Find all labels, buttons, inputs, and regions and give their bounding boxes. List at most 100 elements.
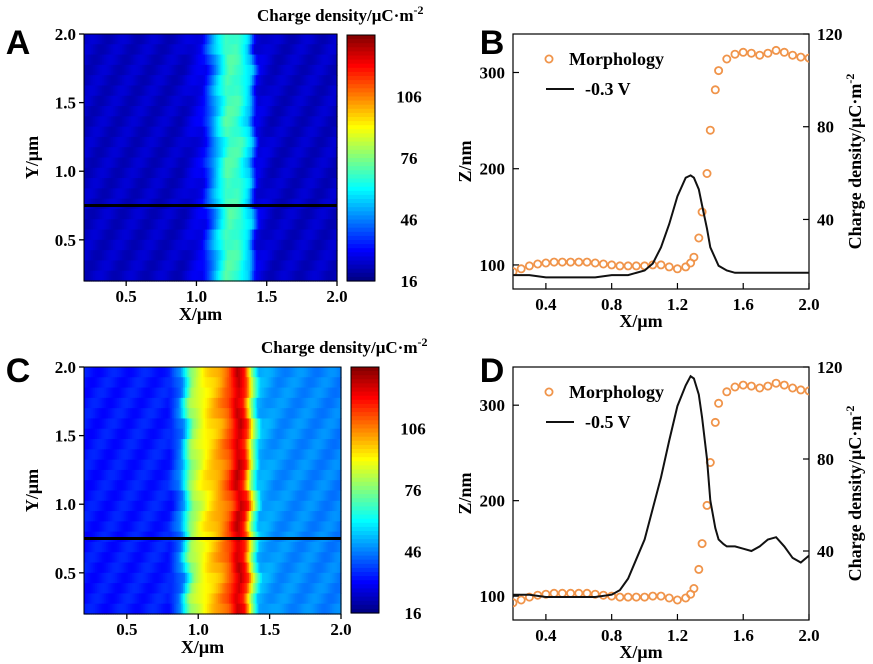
heatmap-cell xyxy=(177,270,181,282)
heatmap-cell xyxy=(159,54,163,66)
heatmap-cell xyxy=(142,439,146,450)
heatmap-cell xyxy=(257,250,260,262)
heatmap-cell xyxy=(84,157,87,169)
heatmap-cell xyxy=(324,85,327,97)
heatmap-cell xyxy=(196,75,199,87)
heatmap-cell xyxy=(331,54,334,66)
heatmap-cell xyxy=(161,260,165,272)
heatmap-cell xyxy=(100,208,103,220)
heatmap-cell xyxy=(181,408,184,420)
heatmap-cell xyxy=(333,136,336,148)
heatmap-cell xyxy=(152,178,156,189)
heatmap-cell xyxy=(221,260,224,272)
heatmap-cell xyxy=(324,439,327,450)
heatmap-cell xyxy=(196,126,199,138)
heatmap-cell xyxy=(243,397,247,409)
heatmap-cell xyxy=(166,469,170,481)
y-right-tick-label: 80 xyxy=(817,118,834,137)
heatmap-cell xyxy=(194,239,197,251)
heatmap-cell xyxy=(236,387,239,399)
heatmap-cell xyxy=(165,229,168,241)
heatmap-cell xyxy=(297,229,300,241)
heatmap-cell xyxy=(282,367,285,378)
heatmap-cell xyxy=(130,147,134,159)
heatmap-cell xyxy=(85,54,89,66)
heatmap-cell xyxy=(262,459,265,471)
heatmap-cell xyxy=(157,408,160,420)
heatmap-cell xyxy=(300,439,304,450)
heatmap-cell xyxy=(192,397,195,409)
heatmap-cell xyxy=(150,377,153,389)
heatmap-cell xyxy=(247,408,250,420)
heatmap-cell xyxy=(329,367,333,378)
heatmap-cell xyxy=(133,469,136,481)
heatmap-cell xyxy=(177,387,181,399)
heatmap-cell xyxy=(185,64,188,76)
heatmap-cell xyxy=(111,188,114,200)
heatmap-cell xyxy=(291,219,295,231)
heatmap-cell xyxy=(212,106,215,117)
heatmap-cell xyxy=(261,188,264,200)
heatmap-cell xyxy=(194,44,197,56)
heatmap-cell xyxy=(165,64,168,76)
heatmap-cell xyxy=(190,229,194,241)
heatmap-cell xyxy=(112,64,116,76)
heatmap-cell xyxy=(214,239,217,251)
heatmap-cell xyxy=(206,126,210,138)
heatmap-cell xyxy=(123,64,127,76)
heatmap-cell xyxy=(277,250,280,262)
heatmap-cell xyxy=(284,188,287,200)
heatmap-cell xyxy=(271,387,274,399)
colorbar-segment xyxy=(347,215,375,221)
heatmap-cell xyxy=(246,178,250,189)
heatmap-cell xyxy=(115,418,118,430)
heatmap-cell xyxy=(311,157,315,169)
heatmap-cell xyxy=(221,95,224,107)
heatmap-cell xyxy=(324,95,327,107)
heatmap-cell xyxy=(125,75,128,87)
heatmap-cell xyxy=(116,106,119,117)
heatmap-cell xyxy=(158,219,161,231)
heatmap-cell xyxy=(148,418,151,430)
heatmap-cell xyxy=(124,428,127,440)
heatmap-cell xyxy=(157,459,160,471)
heatmap-cell xyxy=(183,147,186,159)
heatmap-cell xyxy=(322,188,325,200)
heatmap-cell xyxy=(170,408,173,420)
heatmap-cell xyxy=(282,449,285,461)
heatmap-cell xyxy=(125,95,128,107)
heatmap-cell xyxy=(224,136,228,148)
colorbar-segment xyxy=(347,84,375,89)
heatmap-cell xyxy=(256,418,259,430)
heatmap-cell xyxy=(261,250,264,262)
heatmap-cell xyxy=(309,126,313,138)
heatmap-cell xyxy=(307,367,311,378)
heatmap-cell xyxy=(243,439,247,450)
heatmap-cell xyxy=(291,136,295,148)
heatmap-cell xyxy=(192,459,195,471)
heatmap-cell xyxy=(188,136,192,148)
heatmap-cell xyxy=(195,387,199,399)
heatmap-cell xyxy=(152,106,156,117)
heatmap-cell xyxy=(212,408,215,420)
colorbar-segment xyxy=(347,182,375,188)
heatmap-cell xyxy=(89,147,92,159)
heatmap-cell xyxy=(138,75,141,87)
heatmap-cell xyxy=(125,147,128,159)
heatmap-cell xyxy=(299,44,302,56)
heatmap-cell xyxy=(326,116,329,128)
heatmap-cell xyxy=(299,167,302,179)
heatmap-cell xyxy=(111,44,114,56)
heatmap-cell xyxy=(183,208,186,220)
heatmap-cell xyxy=(241,75,244,87)
heatmap-cell xyxy=(183,126,186,138)
heatmap-cell xyxy=(147,250,150,262)
heatmap-cell xyxy=(246,126,250,138)
heatmap-cell xyxy=(129,54,132,66)
heatmap-cell xyxy=(326,229,329,241)
heatmap-cell xyxy=(278,449,282,461)
heatmap-cell xyxy=(331,44,334,56)
heatmap-cell xyxy=(87,408,91,420)
heatmap-cell xyxy=(89,219,92,231)
heatmap-cell xyxy=(181,418,184,430)
